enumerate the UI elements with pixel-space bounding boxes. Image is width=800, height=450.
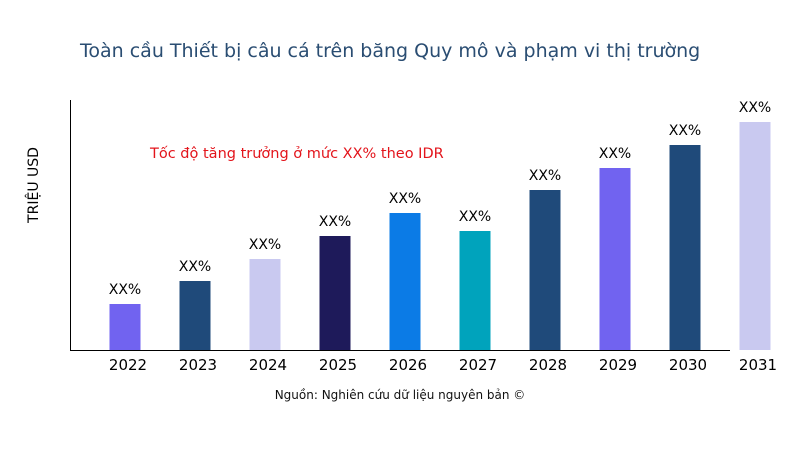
bar-2029 [599,168,631,350]
data-label-2031: XX% [739,100,771,116]
x-tick-label-2023: 2023 [179,356,217,374]
data-label-2027: XX% [459,209,491,225]
x-tick-label-2022: 2022 [109,356,147,374]
bar-2031 [739,122,771,350]
bar-2022 [109,304,141,350]
x-tick-label-2025: 2025 [319,356,357,374]
source-note: Nguồn: Nghiên cứu dữ liệu nguyên bản © [274,388,526,402]
data-label-2030: XX% [669,123,701,139]
data-label-2028: XX% [529,168,561,184]
chart-title: Toàn cầu Thiết bị câu cá trên băng Quy m… [80,40,701,62]
x-tick-label-2030: 2030 [669,356,707,374]
data-label-2029: XX% [599,146,631,162]
bar-2024 [249,259,281,350]
data-label-2025: XX% [319,214,351,230]
x-tick-label-2027: 2027 [459,356,497,374]
bar-2023 [179,281,211,350]
x-tick-label-2031: 2031 [739,356,777,374]
data-label-2023: XX% [179,259,211,275]
data-label-2026: XX% [389,191,421,207]
bar-2026 [389,213,421,350]
x-tick-label-2026: 2026 [389,356,427,374]
bar-2028 [529,190,561,350]
data-label-2024: XX% [249,237,281,253]
data-label-2022: XX% [109,282,141,298]
bar-2025 [319,236,351,350]
x-tick-label-2024: 2024 [249,356,287,374]
x-tick-label-2029: 2029 [599,356,637,374]
bar-2027 [459,231,491,350]
bar-2030 [669,145,701,350]
x-tick-label-2028: 2028 [529,356,567,374]
growth-annotation: Tốc độ tăng trưởng ở mức XX% theo IDR [150,146,444,162]
